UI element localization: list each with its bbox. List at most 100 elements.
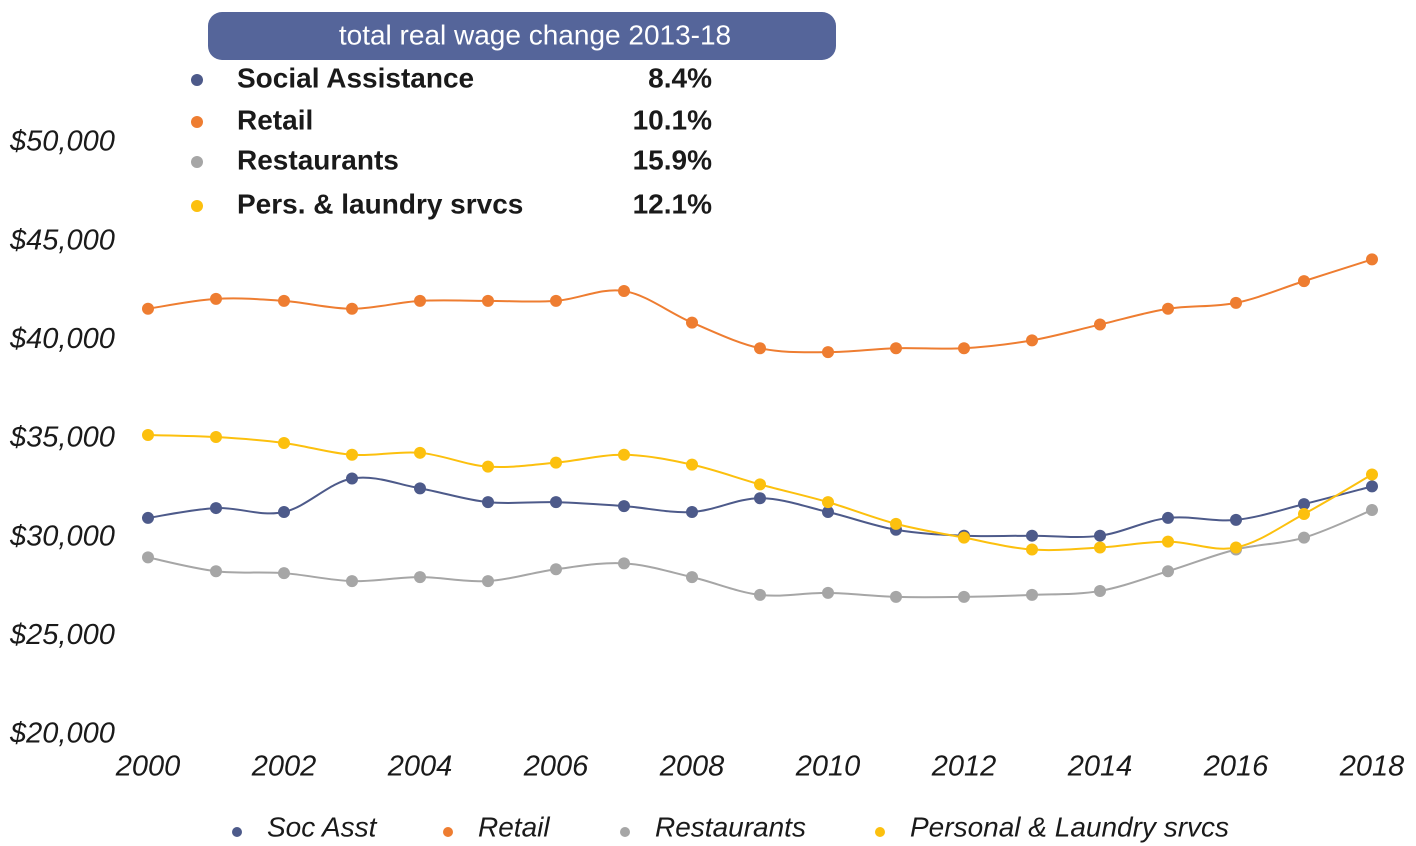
annotation-dot [191,74,203,86]
data-point [210,431,222,444]
annotation-value: 15.9% [633,144,712,175]
y-tick-label: $30,000 [9,520,115,552]
data-point [210,502,222,515]
data-point [958,342,970,355]
data-point [210,565,222,578]
data-point [278,436,290,449]
data-point [142,511,154,524]
data-point [1162,535,1174,548]
data-point [754,478,766,491]
legend-label: Soc Asst [267,811,378,842]
data-point [1094,529,1106,542]
data-point [822,496,834,509]
data-point [1366,480,1378,493]
series-line [147,509,1373,599]
annotation-value: 8.4% [648,62,712,93]
data-point [1298,507,1310,520]
annotation-box [208,12,836,60]
data-point [890,517,902,530]
legend-label: Personal & Laundry srvcs [910,811,1229,842]
x-tick-label: 2006 [523,751,589,783]
data-point [822,346,834,359]
data-point [618,557,630,570]
y-tick-label: $40,000 [9,323,115,355]
data-point [1026,543,1038,556]
data-point [482,460,494,473]
data-point [1162,511,1174,524]
data-point [1230,541,1242,554]
data-point [142,302,154,315]
legend-dot [620,827,630,837]
annotation-label: Restaurants [237,144,399,175]
annotation-label: Social Assistance [237,62,474,93]
legend-dot [875,827,885,837]
data-point [754,492,766,505]
data-point [278,506,290,519]
data-point [686,506,698,519]
data-point [1094,541,1106,554]
y-tick-label: $45,000 [9,224,115,256]
data-point [686,458,698,471]
data-point [210,292,222,305]
x-tick-label: 2000 [115,751,181,783]
y-tick-label: $50,000 [9,126,115,158]
data-point [618,500,630,513]
data-point [142,551,154,564]
data-point [550,563,562,576]
data-point [618,285,630,297]
data-point [1366,253,1378,266]
data-point [346,302,358,315]
data-point [1026,529,1038,542]
x-tick-label: 2014 [1067,751,1133,783]
data-point [822,506,834,519]
y-tick-label: $20,000 [9,718,115,750]
x-tick-label: 2008 [659,751,725,783]
data-point [890,342,902,355]
data-point [754,588,766,601]
data-point [278,567,290,580]
annotation-dot [191,200,203,212]
data-point [482,496,494,509]
data-point [1366,468,1378,481]
annotation-title: total real wage change 2013-18 [339,19,731,50]
x-tick-label: 2004 [387,751,453,783]
data-point [346,472,358,485]
data-point [754,342,766,355]
series-line [147,258,1373,354]
annotation-value: 12.1% [633,188,712,219]
x-tick-label: 2002 [251,751,317,783]
annotation-label: Retail [237,104,313,135]
data-point [414,446,426,459]
data-point [1094,318,1106,331]
x-tick-label: 2012 [931,751,997,783]
data-point [1026,334,1038,347]
data-point [1298,531,1310,544]
data-point [890,590,902,603]
legend-label: Restaurants [655,811,806,842]
data-point [482,575,494,588]
data-point [1230,296,1242,309]
data-point [414,294,426,307]
data-point [958,531,970,544]
data-point [414,571,426,584]
x-tick-label: 2010 [795,751,861,783]
y-tick-label: $35,000 [9,422,115,454]
data-point [1094,584,1106,597]
data-point [686,571,698,584]
data-point [1162,565,1174,578]
data-point [550,496,562,509]
data-point [1298,498,1310,511]
y-tick-label: $25,000 [9,619,115,651]
data-point [346,448,358,461]
data-point [1162,302,1174,315]
annotation-dot [191,116,203,128]
x-tick-label: 2016 [1203,751,1269,783]
legend-dot [443,827,453,837]
data-point [414,482,426,495]
annotation-value: 10.1% [633,104,712,135]
data-point [482,294,494,307]
data-point [550,294,562,307]
data-point [1026,588,1038,601]
legend-dot [232,827,242,837]
